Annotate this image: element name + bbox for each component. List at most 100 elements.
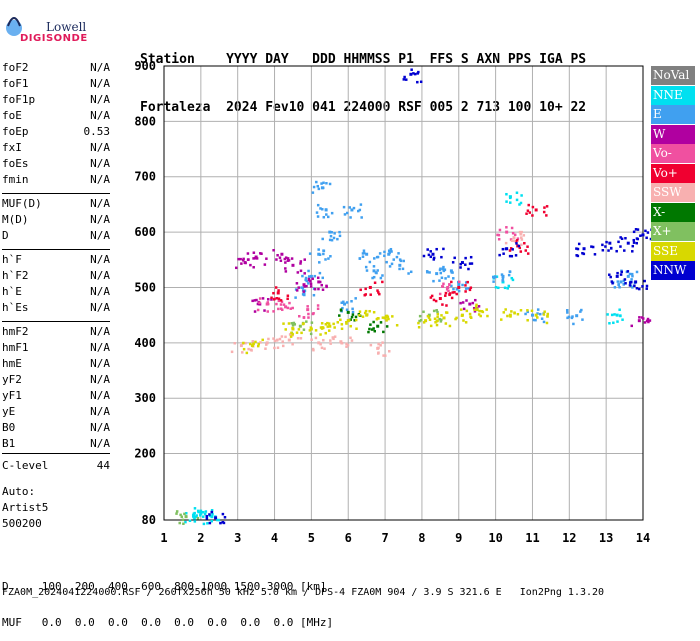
data-pixel	[364, 309, 368, 313]
data-pixel	[210, 510, 214, 514]
data-pixel	[515, 242, 518, 245]
data-pixel	[503, 286, 507, 290]
data-pixel	[455, 288, 459, 291]
data-pixel	[510, 239, 514, 243]
data-pixel	[277, 307, 280, 311]
data-pixel	[310, 338, 313, 341]
param-value: N/A	[90, 357, 110, 370]
param-row: h`Es N/A	[2, 300, 110, 316]
data-pixel	[567, 315, 571, 319]
data-pixel	[448, 293, 451, 297]
data-pixel	[345, 211, 349, 215]
data-pixel	[429, 255, 433, 259]
data-pixel	[454, 317, 457, 321]
data-pixel	[339, 318, 342, 322]
param-value: N/A	[90, 173, 110, 186]
param-row: foE N/A	[2, 108, 110, 124]
data-pixel	[448, 324, 452, 328]
data-pixel	[461, 283, 464, 287]
data-pixel	[321, 237, 324, 241]
data-pixel	[280, 300, 284, 303]
data-pixel	[590, 245, 593, 248]
data-pixel	[351, 307, 354, 311]
data-pixel	[477, 313, 481, 316]
data-pixel	[398, 258, 402, 261]
data-pixel	[325, 284, 328, 288]
data-pixel	[452, 287, 455, 291]
data-pixel	[532, 318, 536, 322]
data-pixel	[284, 267, 287, 270]
data-pixel	[371, 276, 374, 280]
data-point-ssw	[265, 341, 269, 345]
data-pixel	[418, 319, 421, 323]
data-pixel	[324, 331, 328, 335]
param-row: B0 N/A	[2, 420, 110, 436]
data-pixel	[322, 249, 326, 253]
legend-item-voplus: Vo+	[651, 163, 695, 183]
data-pixel	[321, 276, 324, 280]
data-pixel	[291, 306, 294, 310]
data-pixel	[579, 310, 582, 313]
data-pixel	[518, 230, 522, 234]
data-pixel	[230, 350, 234, 354]
muf-value-row: MUF 0.0 0.0 0.0 0.0 0.0 0.0 0.0 0.0 [MHz…	[2, 616, 334, 629]
data-pixel	[270, 298, 273, 301]
data-pixel	[320, 182, 323, 185]
data-point-voplus	[276, 291, 280, 295]
data-pixel	[425, 270, 429, 273]
data-pixel	[314, 336, 318, 340]
data-pixel	[373, 257, 376, 260]
data-pixel	[609, 246, 613, 250]
data-pixel	[273, 339, 277, 343]
data-pixel	[385, 325, 389, 328]
data-pixel	[322, 215, 326, 219]
data-pixel	[621, 318, 624, 321]
param-value: N/A	[90, 389, 110, 402]
data-pixel	[287, 322, 291, 325]
data-pixel	[336, 237, 339, 241]
data-pixel	[501, 247, 505, 251]
data-point-voplus	[368, 285, 372, 289]
x-tick-label: 6	[345, 531, 352, 545]
data-pixel	[299, 262, 302, 265]
data-pixel	[428, 271, 431, 274]
data-pixel	[520, 194, 523, 197]
data-pixel	[440, 314, 443, 317]
data-pixel	[379, 344, 382, 347]
param-row: foF1p N/A	[2, 92, 110, 108]
data-pixel	[374, 271, 378, 274]
legend-item-ssw: SSW	[651, 183, 695, 202]
data-point-nne	[501, 280, 505, 284]
data-pixel	[309, 279, 312, 283]
data-pixel	[634, 228, 638, 231]
data-pixel	[444, 291, 448, 295]
data-pixel	[303, 272, 306, 275]
data-pixel	[240, 262, 243, 265]
data-pixel	[259, 341, 262, 344]
data-pixel	[395, 324, 399, 327]
data-pixel	[496, 233, 499, 237]
data-pixel	[252, 257, 255, 260]
data-pixel	[645, 236, 648, 240]
legend-item-noval: NoVal	[651, 66, 695, 85]
data-pixel	[377, 351, 380, 354]
data-pixel	[327, 215, 330, 219]
x-tick-label: 1	[160, 531, 167, 545]
data-pixel	[300, 286, 303, 289]
data-pixel	[639, 234, 642, 237]
data-pixel	[536, 308, 540, 311]
data-pixel	[284, 335, 287, 339]
data-pixel	[272, 310, 275, 313]
muf-table: D 100 200 400 600 800 1000 1500 3000 [km…	[2, 557, 333, 641]
data-pixel	[440, 318, 443, 322]
data-pixel	[401, 267, 405, 271]
data-pixel	[295, 289, 299, 292]
x-tick-label: 2	[197, 531, 204, 545]
data-point-nnw	[608, 241, 612, 245]
data-pixel	[316, 307, 320, 311]
param-name: MUF(D)	[2, 197, 42, 210]
data-pixel	[459, 262, 462, 266]
data-pixel	[500, 273, 504, 276]
data-pixel	[282, 303, 286, 306]
data-pixel	[501, 279, 504, 282]
